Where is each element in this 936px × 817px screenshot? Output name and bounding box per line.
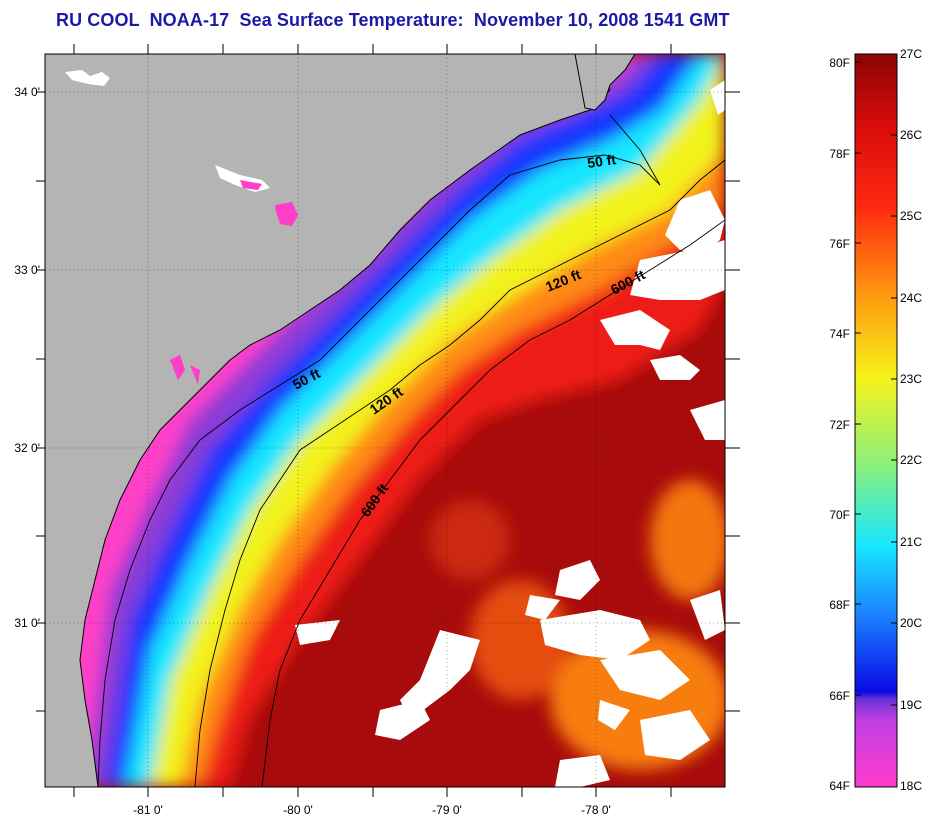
colorbar-label-23c: 23C: [900, 372, 923, 386]
map-panel: [45, 54, 725, 787]
isobath-50ft: [97, 114, 661, 787]
lon-label-78: -78 0': [581, 803, 611, 817]
colorbar-label-72f: 72F: [829, 418, 850, 432]
lat-label-33: 33 0': [14, 263, 40, 277]
lat-label-34: 34 0': [14, 85, 40, 99]
colorbar-label-21c: 21C: [900, 535, 923, 549]
colorbar-label-78f: 78F: [829, 147, 850, 161]
lat-label-32: 32 0': [14, 441, 40, 455]
colorbar-label-66f: 66F: [829, 689, 850, 703]
isobath-120ft: [194, 159, 725, 787]
axis-ticks: [36, 44, 740, 797]
land-north: [574, 54, 636, 111]
map-frame: [44, 53, 726, 788]
colorbar-label-25c: 25C: [900, 209, 923, 223]
isobath-label-50ft-north: 50 ft: [586, 151, 617, 171]
colorbar-label-80f: 80F: [829, 56, 850, 70]
lat-label-31: 31 0': [14, 616, 40, 630]
colorbar-label-76f: 76F: [829, 237, 850, 251]
cloud-cover: [295, 80, 725, 787]
colorbar-label-18c: 18C: [900, 779, 923, 793]
lon-label-80: -80 0': [283, 803, 313, 817]
colorbar-ticks: [855, 53, 897, 706]
colorbar-label-27c: 27C: [900, 47, 923, 61]
lon-label-81: -81 0': [133, 803, 163, 817]
colorbar-label-64f: 64F: [829, 779, 850, 793]
isobath-600ft: [261, 219, 725, 787]
colorbar-label-22c: 22C: [900, 453, 923, 467]
lon-label-79: -79 0': [432, 803, 462, 817]
map-title: RU COOL NOAA-17 Sea Surface Temperature:…: [56, 10, 730, 30]
colorbar-label-24c: 24C: [900, 291, 923, 305]
inland-lakes: [65, 70, 298, 385]
colorbar-label-70f: 70F: [829, 508, 850, 522]
graticule: [45, 54, 725, 787]
colorbar-label-19c: 19C: [900, 698, 923, 712]
colorbar-label-74f: 74F: [829, 327, 850, 341]
colorbar-label-20c: 20C: [900, 616, 923, 630]
colorbar: [854, 53, 898, 788]
colorbar-label-68f: 68F: [829, 598, 850, 612]
coastline-land: [45, 54, 611, 787]
isobath-contours: [97, 114, 725, 787]
colorbar-label-26c: 26C: [900, 128, 923, 142]
